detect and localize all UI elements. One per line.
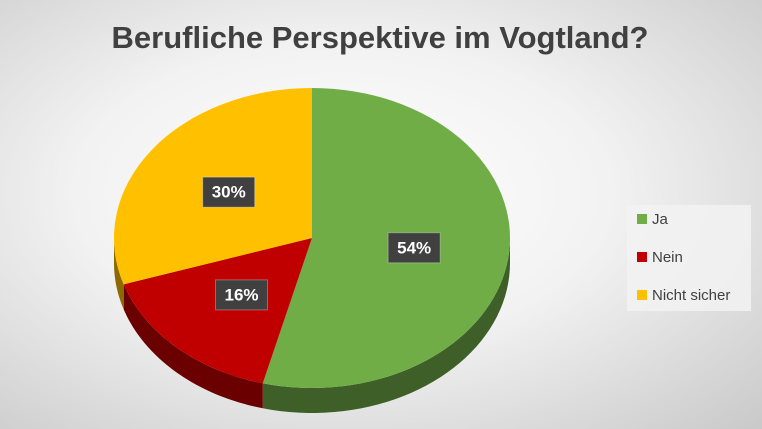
slice	[262, 88, 510, 388]
data-label: 30%	[212, 183, 246, 202]
slice-side	[123, 284, 263, 409]
legend-swatch	[637, 214, 647, 224]
data-label-box	[387, 232, 441, 264]
slice	[123, 238, 312, 384]
legend-label: Nein	[652, 249, 683, 266]
legend: Ja Nein Nicht sicher	[637, 211, 730, 304]
slice-side	[114, 238, 124, 310]
legend-box	[627, 205, 751, 311]
chart-title: Berufliche Perspektive im Vogtland?	[112, 20, 649, 55]
legend-swatch	[637, 290, 647, 300]
data-label-box	[202, 176, 256, 208]
legend-label: Ja	[652, 211, 669, 228]
pie: 54% 16% 30%	[113, 88, 510, 413]
legend-label: Nicht sicher	[652, 287, 730, 304]
slice-side	[262, 238, 510, 413]
data-label: 16%	[225, 285, 259, 304]
data-label-box	[215, 279, 269, 311]
legend-swatch	[637, 252, 647, 262]
data-label: 54%	[397, 238, 431, 257]
